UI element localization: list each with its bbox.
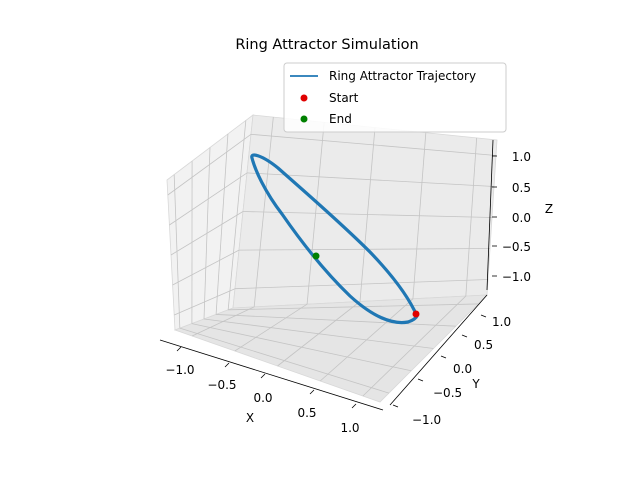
grid-z-left-3 (169, 172, 248, 226)
legend-label-start: Start (329, 91, 359, 105)
y-tick-mark-1 (417, 378, 424, 382)
x-axis-label: X (246, 411, 254, 425)
x-tick-mark-4 (351, 403, 357, 409)
chart-axes (159, 139, 494, 411)
grid-y-floor-3 (234, 303, 308, 352)
grid-z-back-2 (242, 211, 493, 218)
legend-label-trajectory: Ring Attractor Trajectory (329, 69, 476, 83)
legend-label-end: End (329, 112, 352, 126)
chart-panes (166, 114, 498, 403)
y-tick-label-0: −1.0 (412, 413, 441, 427)
y-tick-mark-3 (461, 334, 468, 338)
x-tick-label-1: −0.5 (207, 378, 236, 392)
chart-title: Ring Attractor Simulation (235, 37, 418, 53)
grid-z-back-4 (250, 133, 497, 156)
y-tick-label-2: 0.0 (453, 362, 472, 376)
chart-markers (312, 252, 420, 318)
z-axis-label: Z (545, 202, 553, 216)
grid-z-back-1 (238, 248, 491, 251)
y-axis-label: Y (471, 377, 480, 391)
legend-start-swatch (300, 94, 308, 102)
end-marker (312, 252, 320, 260)
legend-end-swatch (300, 115, 308, 123)
z-tick-label-1: −0.5 (502, 240, 531, 254)
grid-z-left-0 (174, 288, 236, 316)
grid-y-floor-1 (319, 298, 414, 382)
ring-trajectory-line (250, 153, 419, 325)
y-tick-mark-4 (480, 314, 487, 318)
x-tick-label-0: −1.0 (165, 363, 194, 377)
y-axis-line (389, 294, 488, 406)
grid-z-back-0 (234, 279, 489, 290)
z-tick-label-4: 1.0 (512, 150, 531, 164)
chart-grid (167, 117, 497, 397)
y-tick-mark-0 (392, 404, 399, 408)
grid-z-left-1 (172, 249, 240, 286)
grid-y-floor-2 (277, 301, 361, 367)
z-tick-label-0: −1.0 (502, 270, 531, 284)
chart-legend: Ring Attractor Trajectory Start End (283, 62, 507, 133)
x-tick-mark-2 (260, 373, 266, 379)
x-axis-line (159, 339, 384, 411)
start-marker (412, 310, 420, 318)
grid-z-left-2 (170, 211, 244, 256)
legend-box (283, 62, 507, 133)
grid-z-left-4 (167, 133, 252, 196)
y-tick-label-3: 0.5 (474, 338, 493, 352)
y-tick-mark-2 (440, 355, 447, 359)
z-tick-label-2: 0.0 (512, 211, 531, 225)
grid-y-floor-4 (191, 306, 255, 337)
y-tick-label-4: 1.0 (492, 315, 511, 329)
x-tick-mark-1 (224, 362, 230, 368)
x-tick-mark-0 (176, 346, 182, 352)
chart-ticks: −1.0−0.50.00.51.0−1.0−0.50.00.51.0−1.0−0… (165, 150, 531, 435)
x-tick-label-3: 0.5 (297, 406, 316, 420)
grid-y-floor-0 (362, 295, 467, 397)
x-tick-label-4: 1.0 (340, 421, 359, 435)
y-tick-label-1: −0.5 (433, 386, 462, 400)
z-axis-line (486, 139, 494, 291)
z-tick-label-3: 0.5 (512, 181, 531, 195)
x-tick-label-2: 0.0 (253, 391, 272, 405)
x-tick-mark-3 (309, 389, 315, 395)
